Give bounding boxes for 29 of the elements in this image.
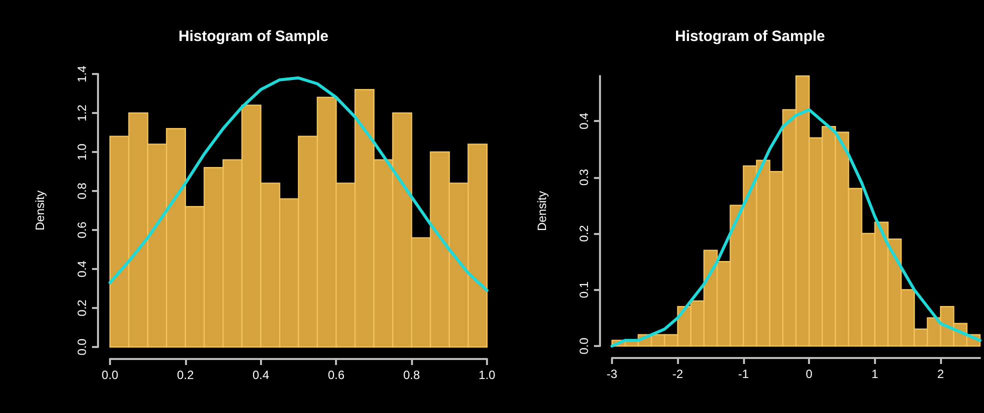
y-tick-label: 1.0 [75, 143, 89, 160]
y-tick-label: 0.4 [577, 112, 591, 130]
x-tick-label: -2 [672, 367, 684, 381]
y-tick-label: 0.8 [75, 182, 89, 200]
x-tick-label: 0.0 [102, 368, 119, 382]
y-tick-label: 0.0 [577, 337, 591, 354]
x-tick-label: 2 [937, 367, 944, 381]
x-tick-label: 0.8 [403, 368, 420, 382]
x-tick-label: -3 [606, 367, 618, 381]
y-tick-label: 0.6 [75, 221, 89, 238]
y-axis-title: Density [535, 190, 549, 232]
x-tick-label: -1 [738, 367, 750, 381]
y-tick-label: 0.0 [75, 338, 89, 356]
y-tick-label: 0.4 [75, 260, 89, 278]
y-tick-label: 0.2 [75, 299, 89, 316]
chart-title: Histogram of Sample [178, 28, 329, 45]
x-tick-label: 0.6 [328, 368, 345, 382]
y-tick-label: 0.2 [577, 224, 591, 242]
y-tick-label: 1.4 [75, 65, 89, 82]
x-tick-label: 1.0 [478, 368, 496, 382]
x-tick-label: 1 [872, 367, 879, 381]
y-tick-label: 1.2 [75, 104, 89, 122]
x-tick-label: 0.2 [177, 368, 194, 382]
y-tick-label: 0.3 [577, 168, 591, 186]
x-tick-label: 0.4 [252, 368, 270, 382]
x-tick-label: 0 [806, 367, 813, 381]
y-tick-label: 0.1 [577, 281, 591, 298]
y-axis-title: Density [33, 190, 47, 231]
chart-title: Histogram of Sample [674, 28, 826, 45]
